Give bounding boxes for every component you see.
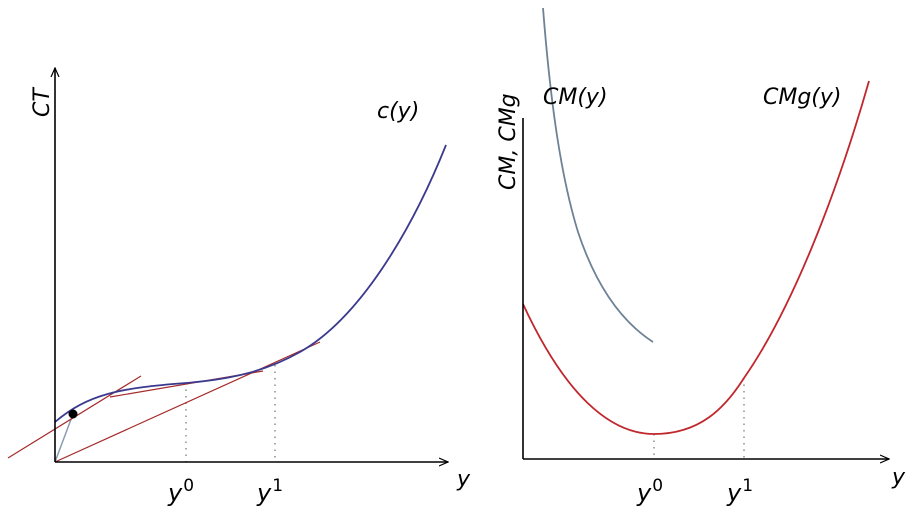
left-tick-y0: y0 (167, 476, 194, 507)
left-tick-y0-sup: 0 (183, 476, 194, 496)
left-origin-ray (54, 413, 74, 463)
left-tick-y1-base: y (256, 479, 272, 507)
right-tick-y0-sup: 0 (652, 476, 663, 496)
total-cost-curve (54, 144, 447, 423)
right-tick-y1-sup: 1 (742, 476, 753, 496)
left-x-axis-label: y (456, 467, 471, 492)
left-tick-y1: y1 (256, 476, 283, 507)
marginal-cost-label: CMg(y) (763, 85, 842, 110)
left-tick-y0-base: y (167, 479, 183, 507)
right-tick-y1-base: y (726, 479, 742, 507)
average-cost-curve (542, 7, 654, 343)
right-tick-y0: y0 (636, 476, 663, 507)
left-tick-y1-sup: 1 (272, 476, 283, 496)
left-marked-point (68, 409, 78, 419)
cost-curve-label: c(y) (377, 99, 419, 124)
average-cost-label: CM(y) (543, 85, 608, 110)
right-tick-y1: y1 (726, 476, 753, 507)
left-tangent-at-y1 (54, 341, 321, 463)
left-y-axis-label: CT (30, 87, 55, 117)
right-tick-y0-base: y (636, 479, 652, 507)
right-x-axis-label: y (891, 465, 906, 490)
marginal-cost-curve (522, 80, 870, 435)
left-panel: CT y c(y) y0 y1 (7, 68, 471, 507)
right-y-axis-label: CM, CMg (496, 93, 521, 190)
right-panel: CM, CMg y CM(y) CMg(y) y0 y1 (496, 7, 906, 507)
